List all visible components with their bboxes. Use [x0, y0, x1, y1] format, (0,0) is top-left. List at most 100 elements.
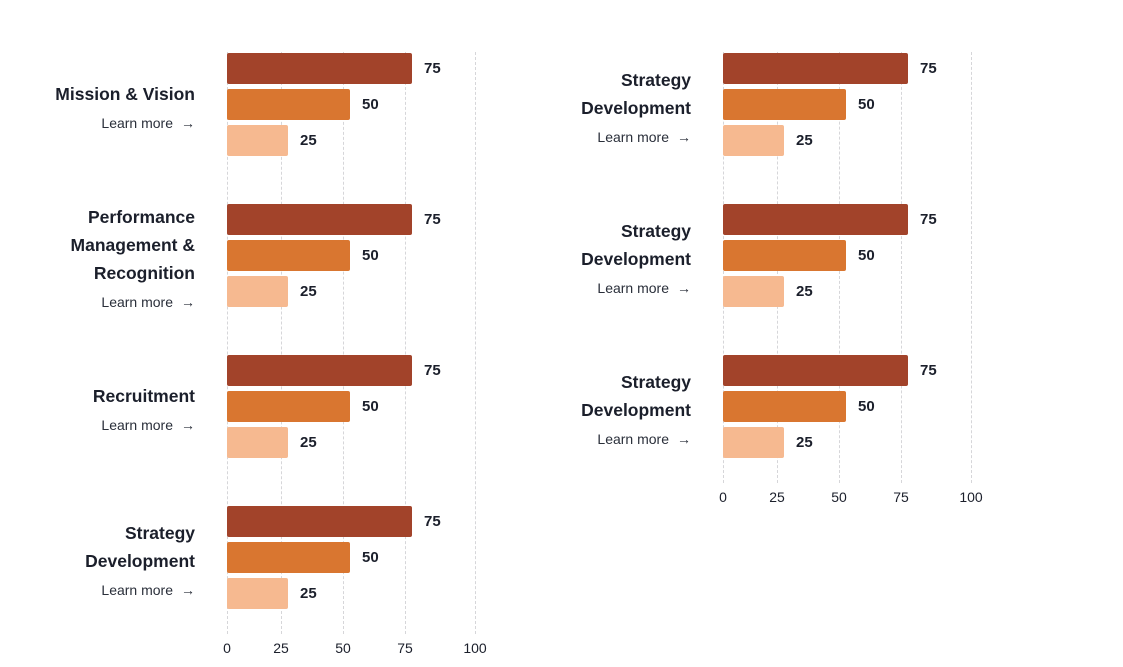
- category-title: Recruitment: [92, 385, 195, 406]
- bar-value-label: 75: [424, 60, 441, 77]
- learn-more-link[interactable]: Learn more →: [597, 431, 691, 447]
- category-group: Strategy Development Learn more → 75 50 25: [520, 355, 1040, 459]
- arrow-right-icon: →: [181, 416, 195, 433]
- category-title: Performance: [88, 206, 195, 227]
- bar: [227, 125, 288, 156]
- bar-value-label: 50: [858, 398, 875, 415]
- bar: [723, 240, 846, 271]
- category-title: Development: [85, 550, 195, 571]
- bar: [227, 391, 350, 422]
- chart-panel-right: 0 25 50 75 100 Strategy Development Learn more →…: [520, 0, 1040, 667]
- category-title: Mission & Vision: [55, 83, 195, 104]
- x-tick-label: 50: [335, 640, 351, 656]
- x-tick-label: 0: [223, 640, 231, 656]
- bar-value-label: 50: [362, 96, 379, 113]
- learn-more-label: Learn more: [101, 293, 173, 310]
- learn-more-link[interactable]: Learn more →: [101, 294, 195, 310]
- bar: [227, 276, 288, 307]
- bar: [723, 391, 846, 422]
- learn-more-label: Learn more: [101, 581, 173, 598]
- bar: [227, 89, 350, 120]
- learn-more-link[interactable]: Learn more →: [101, 417, 195, 433]
- category-title: Development: [581, 399, 691, 420]
- bar: [723, 276, 784, 307]
- learn-more-link[interactable]: Learn more →: [597, 129, 691, 145]
- bar: [723, 53, 908, 84]
- category-label: Mission & Vision Learn more →: [5, 53, 195, 157]
- bar: [227, 542, 350, 573]
- category-label: Strategy Development Learn more →: [501, 53, 691, 157]
- bar-value-label: 50: [362, 398, 379, 415]
- bar: [227, 204, 412, 235]
- bar: [227, 427, 288, 458]
- learn-more-label: Learn more: [101, 114, 173, 131]
- gridline-50: [343, 52, 344, 634]
- learn-more-label: Learn more: [597, 430, 669, 447]
- category-group: Performance Management & Recognition Learn …: [0, 204, 520, 310]
- gridline-75: [901, 52, 902, 483]
- arrow-right-icon: →: [181, 581, 195, 598]
- category-title: Recognition: [93, 262, 195, 283]
- gridline-75: [405, 52, 406, 634]
- bar-value-label: 75: [920, 60, 937, 77]
- learn-more-label: Learn more: [597, 279, 669, 296]
- x-tick-label: 25: [769, 489, 785, 505]
- bar: [723, 355, 908, 386]
- bar-value-label: 75: [424, 513, 441, 530]
- arrow-right-icon: →: [677, 279, 691, 296]
- bar-value-label: 25: [796, 132, 813, 149]
- category-title: Development: [581, 248, 691, 269]
- gridline-25: [281, 52, 282, 634]
- category-label: Strategy Development Learn more →: [5, 506, 195, 610]
- learn-more-link[interactable]: Learn more →: [101, 582, 195, 598]
- bar: [227, 240, 350, 271]
- x-tick-label: 50: [831, 489, 847, 505]
- category-title: Strategy: [620, 220, 691, 241]
- learn-more-link[interactable]: Learn more →: [101, 115, 195, 131]
- bar-value-label: 25: [300, 585, 317, 602]
- bar-value-label: 25: [300, 132, 317, 149]
- bar-value-label: 25: [300, 283, 317, 300]
- bar-value-label: 50: [858, 247, 875, 264]
- bar: [723, 89, 846, 120]
- gridline-100: [971, 52, 972, 483]
- category-label: Performance Management & Recognition Learn …: [5, 204, 195, 310]
- arrow-right-icon: →: [181, 114, 195, 131]
- bar-value-label: 75: [424, 362, 441, 379]
- bar-value-label: 25: [796, 434, 813, 451]
- bar: [723, 125, 784, 156]
- bar: [723, 204, 908, 235]
- learn-more-label: Learn more: [597, 128, 669, 145]
- category-group: Strategy Development Learn more → 75 50 25: [0, 506, 520, 610]
- learn-more-label: Learn more: [101, 416, 173, 433]
- bar-value-label: 50: [362, 549, 379, 566]
- category-title: Strategy: [124, 522, 195, 543]
- bar-value-label: 25: [300, 434, 317, 451]
- category-label: Recruitment Learn more →: [5, 355, 195, 459]
- bar-value-label: 75: [920, 362, 937, 379]
- x-tick-label: 100: [463, 640, 487, 656]
- bar-value-label: 75: [424, 211, 441, 228]
- x-tick-label: 0: [719, 489, 727, 505]
- gridline-0: [227, 52, 228, 634]
- bar: [227, 578, 288, 609]
- arrow-right-icon: →: [181, 293, 195, 310]
- category-group: Mission & Vision Learn more → 75 50 25: [0, 53, 520, 157]
- category-title: Development: [581, 97, 691, 118]
- category-title: Strategy: [620, 371, 691, 392]
- x-tick-label: 75: [397, 640, 413, 656]
- x-tick-label: 25: [273, 640, 289, 656]
- category-title: Management &: [70, 234, 195, 255]
- bar: [227, 355, 412, 386]
- learn-more-link[interactable]: Learn more →: [597, 280, 691, 296]
- bar-value-label: 50: [858, 96, 875, 113]
- x-tick-label: 75: [893, 489, 909, 505]
- bar-value-label: 75: [920, 211, 937, 228]
- chart-panel-left: 0 25 50 75 100 Mission & Vision Learn more → 75 5…: [0, 0, 520, 667]
- bar: [723, 427, 784, 458]
- bar-value-label: 50: [362, 247, 379, 264]
- gridline-100: [475, 52, 476, 634]
- arrow-right-icon: →: [677, 430, 691, 447]
- bar: [227, 53, 412, 84]
- bar: [227, 506, 412, 537]
